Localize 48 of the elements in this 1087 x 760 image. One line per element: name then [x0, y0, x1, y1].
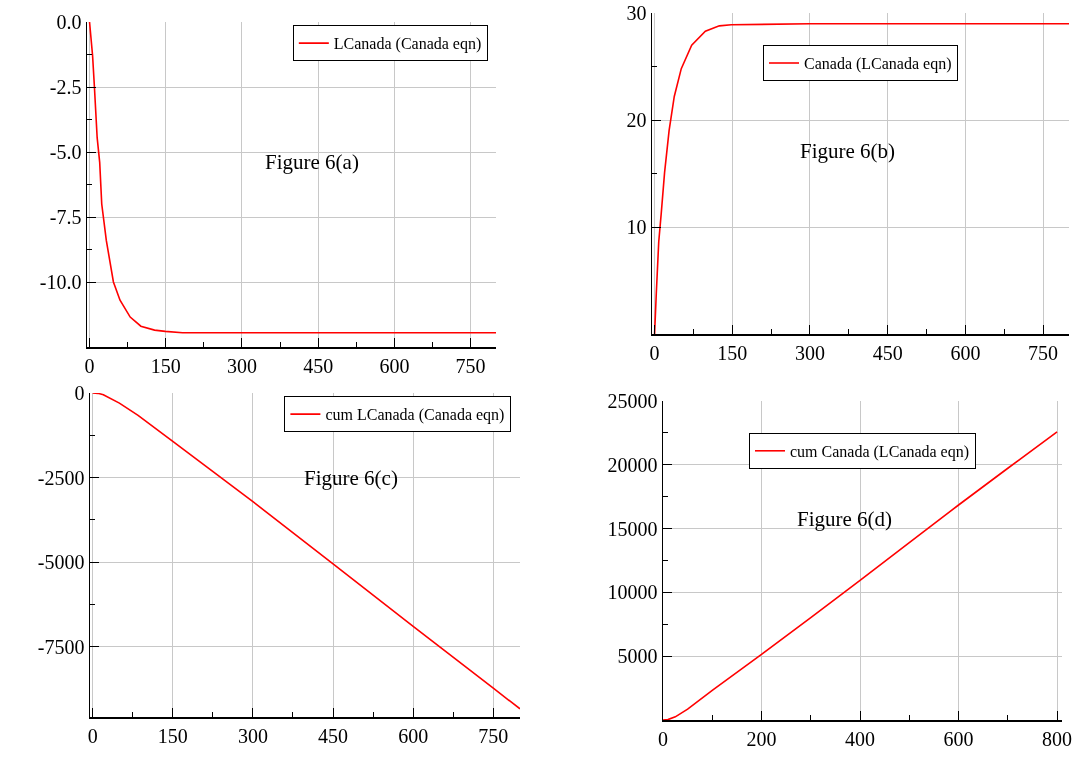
y-tick-label: 0 — [74, 382, 85, 404]
y-tick-label: 20000 — [607, 453, 658, 476]
legend-label: Canada (LCanada eqn) — [804, 55, 952, 74]
line-series — [91, 393, 520, 710]
x-tick-label: 750 — [1028, 341, 1059, 364]
x-tick-label: 600 — [943, 727, 974, 750]
x-tick-label: 600 — [950, 341, 981, 364]
x-tick-label: 450 — [872, 341, 903, 364]
y-tick-label: 10 — [626, 216, 647, 238]
annotation: Figure 6(b) — [800, 139, 896, 163]
legend-label: cum LCanada (Canada eqn) — [325, 406, 505, 425]
x-tick-label: 200 — [746, 727, 777, 750]
x-tick-label: 150 — [157, 724, 188, 747]
x-tick-label: 300 — [226, 354, 257, 377]
x-tick-label: 600 — [379, 354, 410, 377]
annotation: Figure 6(d) — [797, 507, 893, 531]
x-tick-label: 450 — [303, 354, 334, 377]
line-series — [653, 22, 1069, 334]
y-tick-label: -7500 — [37, 635, 85, 658]
y-tick-label: -2.5 — [49, 76, 82, 98]
x-tick-label: 400 — [845, 727, 876, 750]
y-tick-label: 30 — [626, 2, 647, 24]
y-tick-label: -5000 — [37, 551, 85, 574]
x-tick-label: 450 — [318, 724, 349, 747]
x-tick-label: 800 — [1042, 727, 1073, 750]
y-tick-label: -5.0 — [49, 141, 82, 163]
y-tick-label: 10000 — [607, 581, 658, 604]
legend-label: LCanada (Canada eqn) — [333, 35, 482, 54]
annotation: Figure 6(a) — [265, 150, 359, 174]
x-tick-label: 750 — [478, 724, 509, 747]
line-series — [663, 431, 1058, 720]
y-tick-label: 0.0 — [56, 11, 82, 33]
x-tick-label: 300 — [794, 341, 825, 364]
line-series — [88, 22, 496, 334]
annotation: Figure 6(c) — [304, 466, 398, 490]
y-tick-label: 25000 — [607, 390, 658, 412]
x-tick-label: 750 — [455, 354, 486, 377]
x-tick-label: 600 — [398, 724, 429, 747]
y-tick-label: 20 — [626, 109, 647, 131]
y-tick-label: -10.0 — [39, 271, 82, 293]
x-tick-label: 150 — [150, 354, 181, 377]
y-tick-label: -2500 — [37, 466, 85, 489]
y-tick-label: 5000 — [617, 645, 658, 668]
legend-label: cum Canada (LCanada eqn) — [790, 443, 970, 462]
y-tick-label: -7.5 — [49, 206, 82, 228]
y-tick-label: 15000 — [607, 517, 658, 540]
x-tick-label: 150 — [717, 341, 748, 364]
x-tick-label: 300 — [237, 724, 268, 747]
